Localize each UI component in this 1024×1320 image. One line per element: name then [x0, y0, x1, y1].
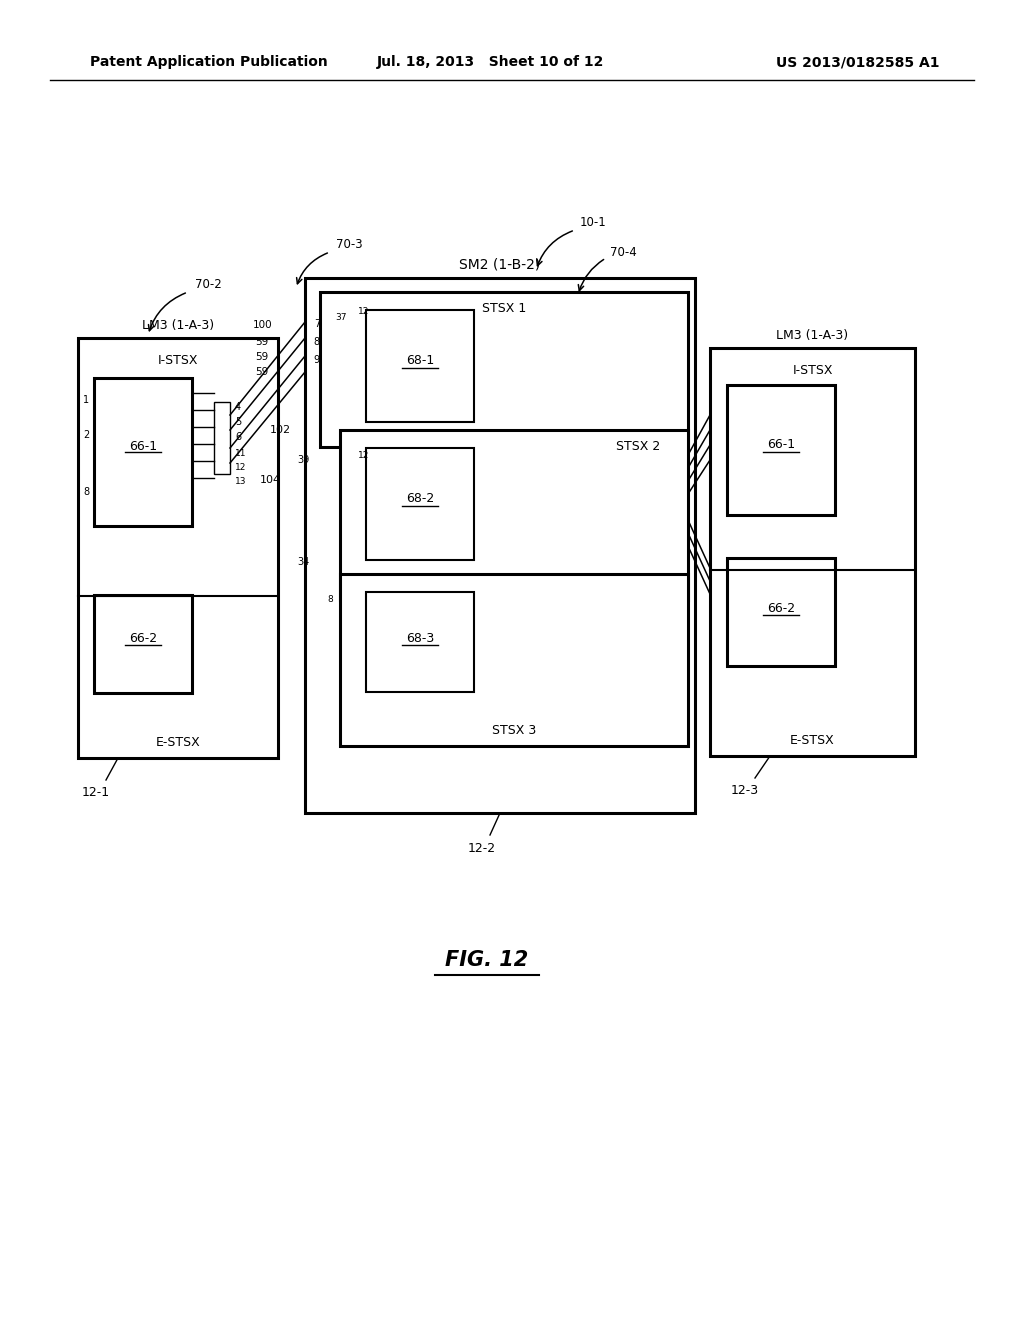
Bar [366, 310, 474, 422]
Text: 68-3: 68-3 [406, 631, 434, 644]
Text: LM3 (1-A-3): LM3 (1-A-3) [142, 318, 214, 331]
Text: 68-1: 68-1 [406, 355, 434, 367]
Text: E-STSX: E-STSX [791, 734, 835, 747]
Text: LM3 (1-A-3): LM3 (1-A-3) [776, 329, 849, 342]
Text: STSX 1: STSX 1 [482, 301, 526, 314]
Text: Jul. 18, 2013   Sheet 10 of 12: Jul. 18, 2013 Sheet 10 of 12 [376, 55, 604, 69]
Text: 12: 12 [358, 450, 370, 459]
Bar [94, 378, 193, 525]
Text: 66-1: 66-1 [129, 440, 157, 453]
Bar [340, 574, 688, 746]
Text: I-STSX: I-STSX [793, 363, 833, 376]
Bar [340, 430, 688, 601]
Text: 8: 8 [328, 595, 333, 605]
Bar [727, 558, 835, 667]
Text: STSX 2: STSX 2 [615, 440, 660, 453]
Text: 10-1: 10-1 [580, 215, 607, 228]
Text: 7: 7 [313, 319, 319, 329]
Text: I-STSX: I-STSX [158, 354, 199, 367]
Text: 2: 2 [83, 430, 89, 440]
Text: 9: 9 [314, 355, 319, 366]
Bar [94, 595, 193, 693]
Text: 37: 37 [335, 314, 346, 322]
Bar [710, 348, 915, 756]
Text: 59: 59 [255, 367, 268, 378]
Text: 6: 6 [234, 432, 241, 442]
Bar [319, 292, 688, 447]
Text: 100: 100 [253, 319, 272, 330]
Text: 12-1: 12-1 [82, 787, 110, 800]
Text: 12: 12 [234, 463, 247, 473]
Text: 39: 39 [298, 455, 310, 465]
Text: 104: 104 [260, 475, 282, 484]
Bar [366, 447, 474, 560]
Text: 8: 8 [83, 487, 89, 498]
Text: 66-2: 66-2 [129, 632, 157, 645]
Text: US 2013/0182585 A1: US 2013/0182585 A1 [776, 55, 940, 69]
Text: 102: 102 [270, 425, 291, 436]
Text: FIG. 12: FIG. 12 [445, 950, 528, 970]
Bar [305, 279, 695, 813]
Text: E-STSX: E-STSX [156, 735, 201, 748]
Text: 4: 4 [234, 403, 241, 412]
Bar [78, 338, 278, 758]
Text: 34: 34 [298, 557, 310, 568]
Text: 70-4: 70-4 [610, 246, 637, 259]
Text: 70-3: 70-3 [336, 239, 362, 252]
Text: 12: 12 [358, 308, 370, 317]
Text: 59: 59 [255, 337, 268, 347]
Text: 68-2: 68-2 [406, 492, 434, 506]
Text: STSX 3: STSX 3 [492, 723, 537, 737]
Bar [214, 403, 230, 474]
Text: 66-1: 66-1 [767, 438, 795, 451]
Text: 59: 59 [255, 352, 268, 362]
Text: 1: 1 [83, 395, 89, 405]
Text: 12-2: 12-2 [468, 842, 496, 854]
Text: 70-2: 70-2 [195, 277, 222, 290]
Text: 66-2: 66-2 [767, 602, 795, 615]
Text: 11: 11 [234, 449, 247, 458]
Text: Patent Application Publication: Patent Application Publication [90, 55, 328, 69]
Bar [366, 591, 474, 692]
Bar [727, 385, 835, 515]
Text: 8: 8 [314, 337, 319, 347]
Text: SM2 (1-B-2): SM2 (1-B-2) [460, 257, 541, 272]
Text: 12-3: 12-3 [731, 784, 759, 797]
Text: 13: 13 [234, 478, 247, 487]
Text: 5: 5 [234, 417, 242, 426]
